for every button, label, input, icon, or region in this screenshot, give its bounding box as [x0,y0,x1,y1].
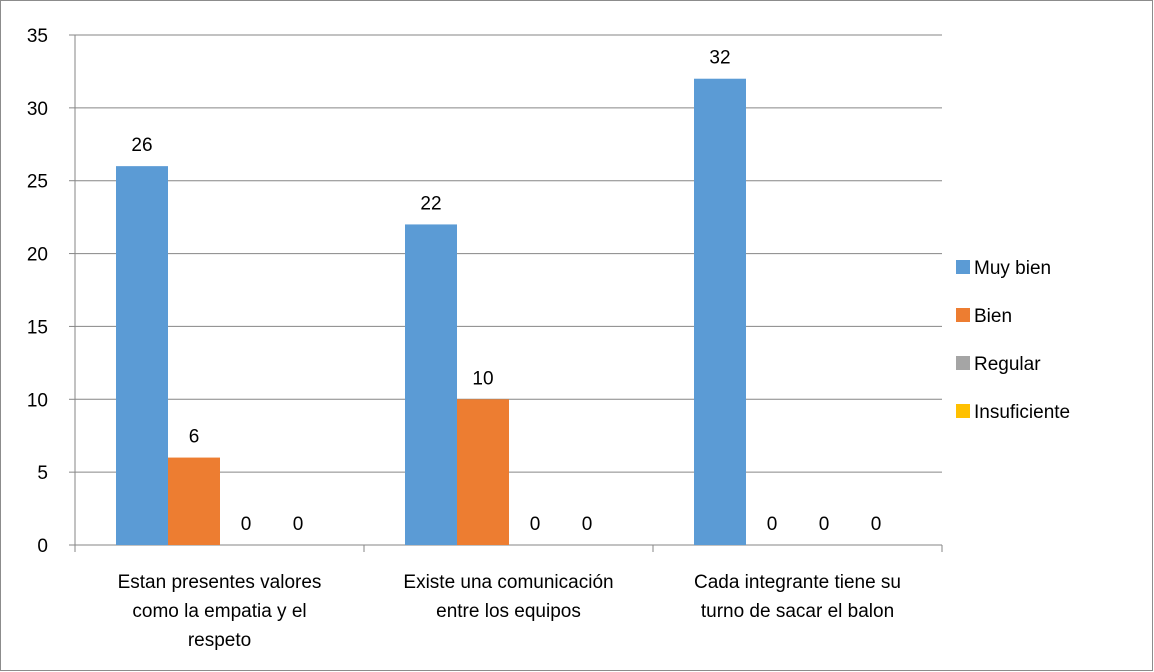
legend-label-insuficiente: Insuficiente [974,402,1070,423]
legend-swatch-muy-bien [956,260,970,274]
category-label-2-line-0: Cada integrante tiene su [694,572,901,593]
y-tick-label-30: 30 [27,99,48,120]
legend-label-muy-bien: Muy bien [974,258,1051,279]
bar-muy-bien-0 [116,166,168,545]
category-label-1-line-0: Existe una comunicación [403,572,613,593]
category-label-0-line-1: como la empatia y el [132,601,306,622]
data-label-regular-2: 0 [819,514,830,535]
data-label-muy-bien-0: 26 [131,135,152,156]
category-label-2-line-1: turno de sacar el balon [701,601,894,622]
data-label-regular-0: 0 [241,514,252,535]
legend-label-regular: Regular [974,354,1041,375]
data-label-muy-bien-2: 32 [709,48,730,69]
data-label-regular-1: 0 [530,514,541,535]
data-label-insuficiente-2: 0 [871,514,882,535]
legend-swatch-regular [956,356,970,370]
category-label-0-line-2: respeto [188,630,251,651]
bar-bien-0 [168,457,220,545]
y-tick-label-10: 10 [27,390,48,411]
data-label-bien-0: 6 [189,427,200,448]
data-label-muy-bien-1: 22 [420,193,441,214]
y-tick-label-25: 25 [27,172,48,193]
legend-swatch-bien [956,308,970,322]
y-tick-label-15: 15 [27,317,48,338]
legend-label-bien: Bien [974,306,1012,327]
bar-muy-bien-1 [405,224,457,545]
category-label-0-line-0: Estan presentes valores [118,572,322,593]
y-tick-label-20: 20 [27,245,48,266]
category-label-1-line-1: entre los equipos [436,601,581,622]
y-tick-label-35: 35 [27,26,48,47]
y-tick-label-5: 5 [37,463,48,484]
y-tick-label-0: 0 [37,536,48,557]
legend-swatch-insuficiente [956,404,970,418]
data-label-bien-2: 0 [767,514,778,535]
bar-muy-bien-2 [694,78,746,545]
data-label-insuficiente-1: 0 [582,514,593,535]
data-label-insuficiente-0: 0 [293,514,304,535]
data-label-bien-1: 10 [472,368,493,389]
bar-bien-1 [457,399,509,545]
